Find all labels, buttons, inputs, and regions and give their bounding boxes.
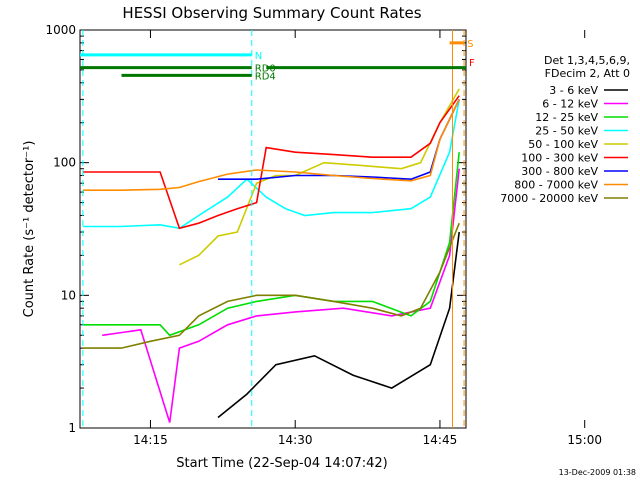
- x-tick-label: 14:30: [278, 433, 313, 447]
- y-tick-label: 1: [68, 421, 76, 435]
- y-tick-label: 1000: [45, 23, 76, 37]
- legend-header: FDecim 2, Att 0: [545, 67, 630, 80]
- flag-label: S: [467, 39, 473, 50]
- x-tick-label: 15:00: [567, 433, 602, 447]
- plot-frame: [79, 29, 467, 429]
- series-line-3: [82, 152, 460, 337]
- flag-label: N: [255, 51, 262, 62]
- chart-title: HESSI Observing Summary Count Rates: [122, 4, 421, 22]
- legend-entry-label: 300 - 800 keV: [521, 165, 598, 178]
- legend: Det 1,3,4,5,6,9,FDecim 2, Att 0 3 - 6 keV…: [500, 54, 630, 205]
- y-tick-label: 10: [61, 288, 76, 302]
- y-axis-label: Count Rate (s⁻¹ detector⁻¹): [22, 141, 37, 318]
- series-line-9: [82, 222, 460, 349]
- flag-label: F: [469, 58, 475, 69]
- legend-entry-label: 3 - 6 keV: [549, 84, 598, 97]
- series-line-6: [82, 95, 460, 230]
- legend-header: Det 1,3,4,5,6,9,: [544, 54, 630, 67]
- flag-label: RD4: [255, 71, 276, 82]
- legend-entry-label: 6 - 12 keV: [542, 98, 598, 111]
- legend-entry-label: 7000 - 20000 keV: [500, 192, 598, 205]
- y-tick-label: 100: [53, 156, 76, 170]
- series-line-2: [102, 168, 460, 423]
- legend-entry-label: 800 - 7000 keV: [514, 179, 598, 192]
- series-line-1: [217, 231, 460, 419]
- flag-label: RD0: [255, 64, 276, 75]
- legend-entry-label: 50 - 100 keV: [528, 138, 598, 151]
- series-line-7: [218, 99, 460, 181]
- series-line-8: [82, 99, 460, 191]
- footer-timestamp: 13-Dec-2009 01:38: [559, 468, 636, 477]
- legend-entry-label: 12 - 25 keV: [535, 111, 598, 124]
- x-tick-label: 14:15: [133, 433, 168, 447]
- x-tick-label: 14:45: [423, 433, 458, 447]
- legend-entry-label: 25 - 50 keV: [535, 125, 598, 138]
- series-lines: [82, 88, 460, 423]
- legend-entry-label: 100 - 300 keV: [521, 152, 598, 165]
- series-line-4: [82, 99, 460, 230]
- x-axis-label: Start Time (22-Sep-04 14:07:42): [176, 456, 387, 471]
